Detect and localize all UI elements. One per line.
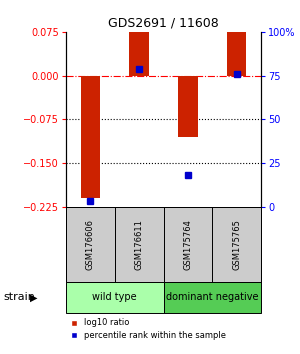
Bar (66, 282, 164, 313)
Text: dominant negative: dominant negative (166, 292, 259, 302)
Bar (164, 282, 261, 313)
Bar (164, 207, 212, 282)
Bar (227, 32, 246, 75)
Text: GSM176606: GSM176606 (86, 219, 95, 270)
Text: strain: strain (3, 292, 35, 302)
Bar (81, 75, 100, 198)
Text: GSM175764: GSM175764 (183, 219, 192, 270)
Text: GSM175765: GSM175765 (232, 219, 241, 270)
Text: wild type: wild type (92, 292, 137, 302)
Text: ▶: ▶ (30, 292, 38, 302)
Bar (178, 75, 198, 137)
Bar (115, 207, 164, 282)
Bar (66, 207, 115, 282)
Text: GSM176611: GSM176611 (135, 219, 144, 270)
Title: GDS2691 / 11608: GDS2691 / 11608 (108, 16, 219, 29)
Bar (212, 207, 261, 282)
Bar (129, 32, 149, 75)
Legend: log10 ratio, percentile rank within the sample: log10 ratio, percentile rank within the … (70, 317, 227, 342)
